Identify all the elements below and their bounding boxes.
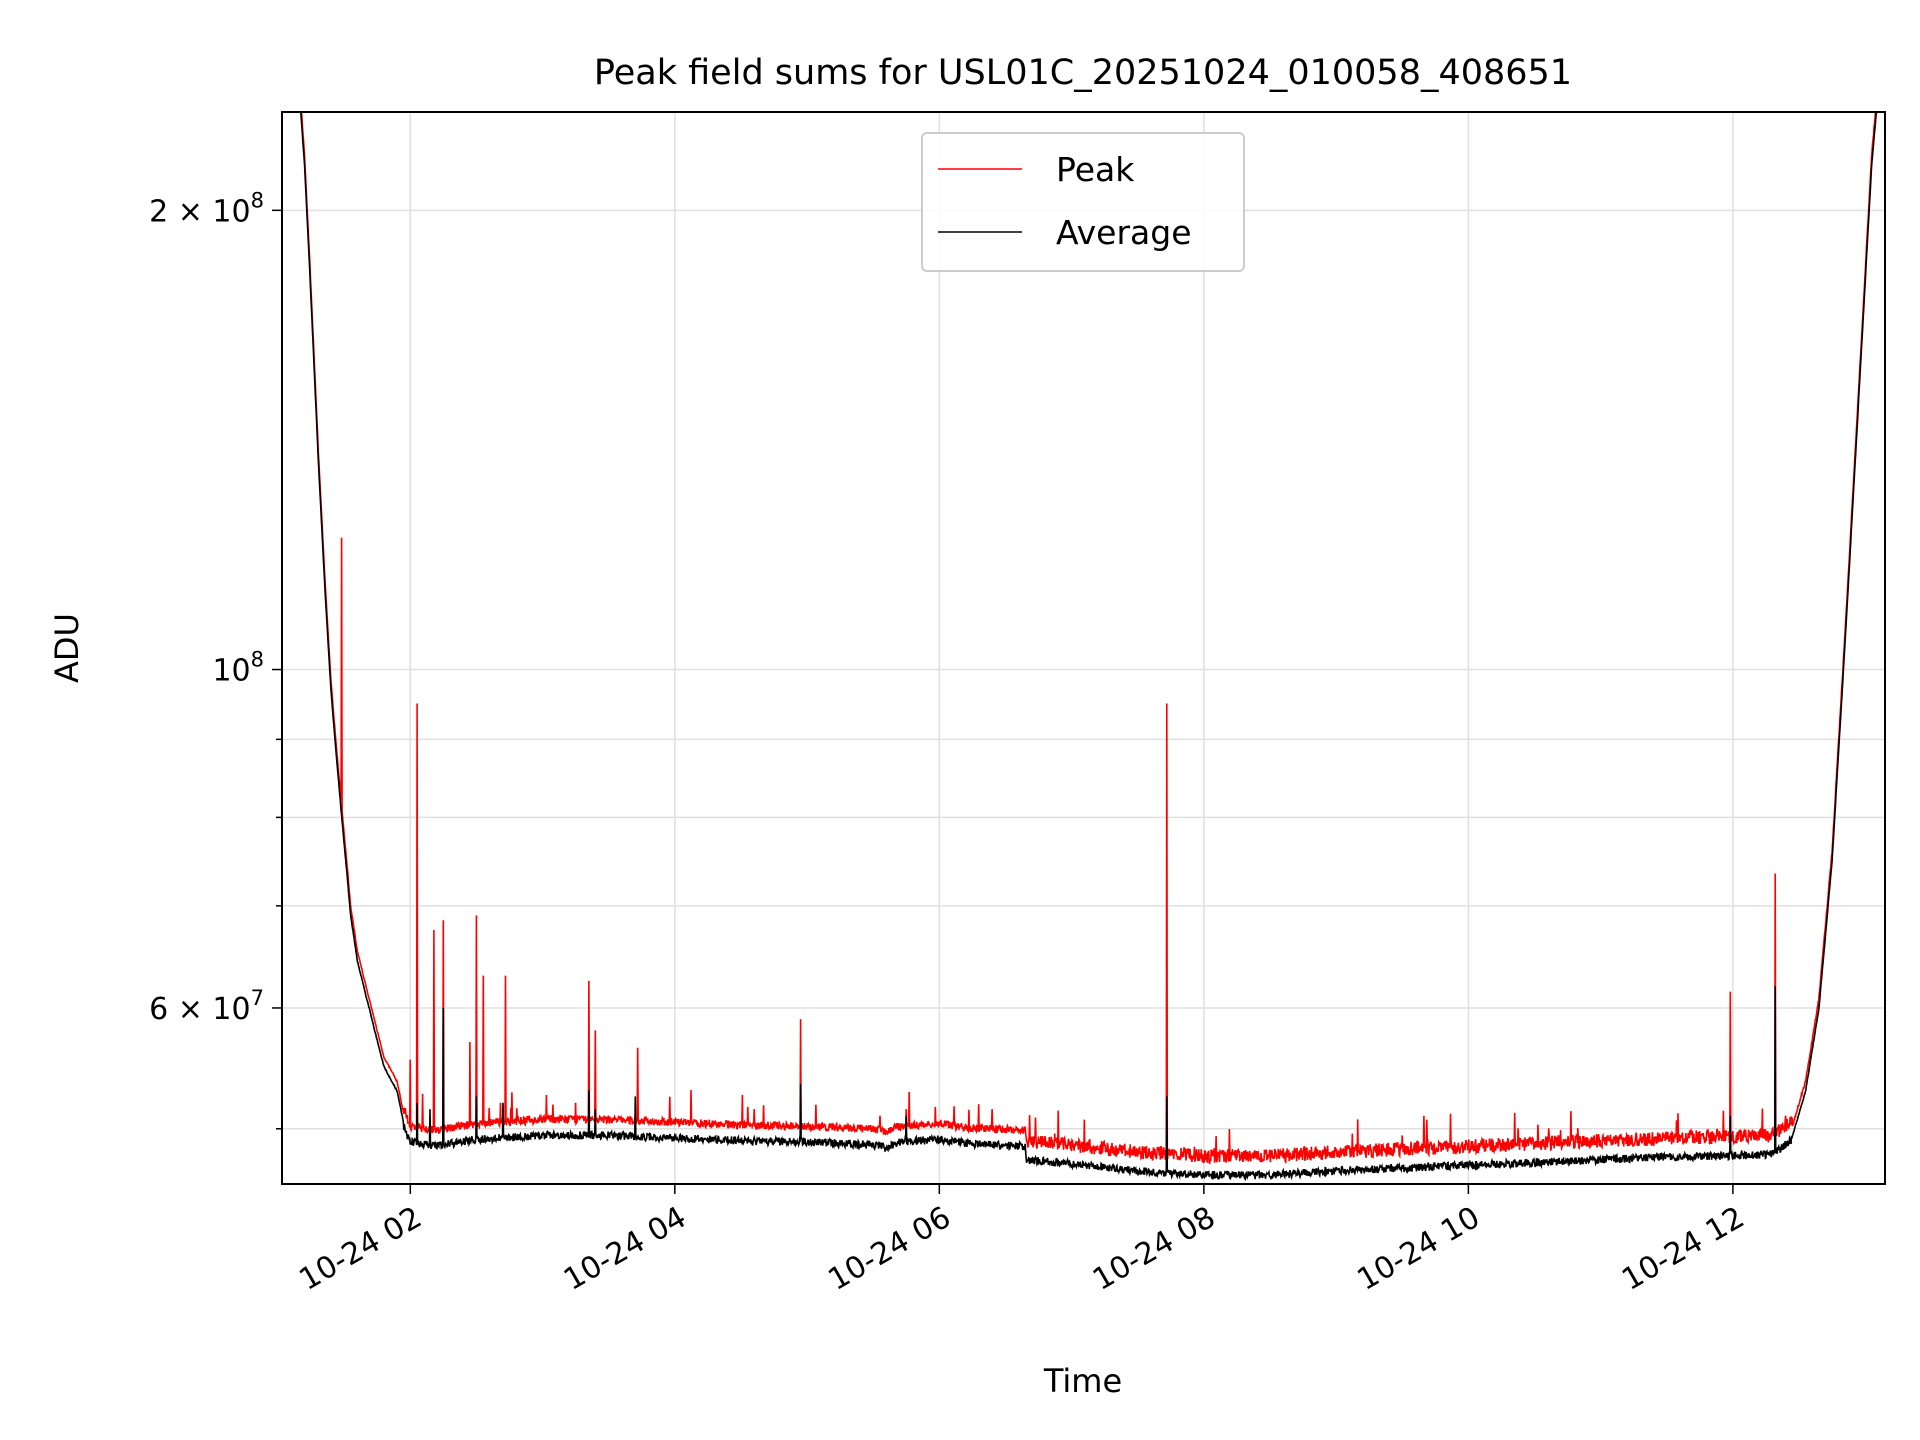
y-tick-label-exponent: 8 bbox=[251, 188, 264, 212]
y-axis-label: ADU bbox=[48, 613, 86, 683]
chart-title: Peak field sums for USL01C_20251024_0100… bbox=[594, 53, 1572, 93]
plot-frame bbox=[281, 111, 1886, 1185]
y-tick-label-base: 6 × 10 bbox=[149, 992, 250, 1027]
legend-box bbox=[921, 132, 1245, 272]
y-tick-label: 6 × 107 bbox=[149, 986, 264, 1027]
legend-average-label: Average bbox=[1056, 213, 1192, 252]
x-axis-label: Time bbox=[1043, 1362, 1122, 1400]
y-tick-label: 2 × 108 bbox=[149, 188, 264, 229]
legend: Peak Average bbox=[921, 132, 1245, 272]
plot-area bbox=[299, 112, 1878, 1182]
y-tick-label-exponent: 8 bbox=[251, 648, 264, 672]
y-tick-label-exponent: 7 bbox=[251, 986, 264, 1010]
y-tick-label: 108 bbox=[212, 648, 264, 689]
average-series-line bbox=[299, 112, 1878, 1182]
peak-series-line bbox=[300, 112, 1877, 1165]
y-tick-label-base: 2 × 10 bbox=[149, 194, 250, 229]
y-tick-label-base: 10 bbox=[212, 654, 250, 689]
legend-peak-label: Peak bbox=[1056, 150, 1135, 189]
